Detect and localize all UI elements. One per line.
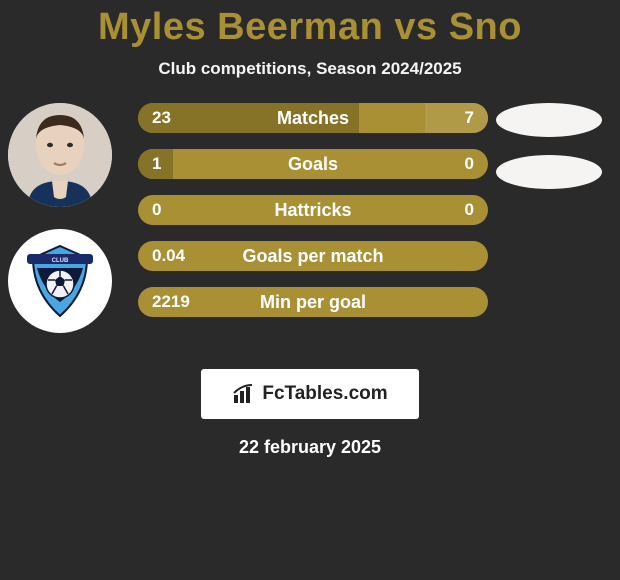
right-ellipse [496,103,602,137]
subtitle: Club competitions, Season 2024/2025 [0,59,620,79]
player-avatar [8,103,112,207]
page-title: Myles Beerman vs Sno [0,6,620,49]
stat-right-value: 7 [465,103,474,133]
club-avatar: CLUB [8,229,112,333]
stat-bar: Goals1 0 [138,149,488,179]
stat-bar: Matches23 7 [138,103,488,133]
stat-left-value: 2219 [152,287,190,317]
stat-left-value: 0.04 [152,241,185,271]
stat-label: Matches [138,103,488,133]
stat-label: Goals [138,149,488,179]
chart-icon [232,383,256,405]
stat-bar: Goals per match0.04 [138,241,488,271]
stat-left-value: 0 [152,195,161,225]
right-ellipse [496,155,602,189]
stat-label: Goals per match [138,241,488,271]
stat-bar: Min per goal2219 [138,287,488,317]
stat-left-value: 23 [152,103,171,133]
stat-left-value: 1 [152,149,161,179]
brand-box: FcTables.com [201,369,419,419]
stat-label: Hattricks [138,195,488,225]
svg-text:CLUB: CLUB [52,258,69,264]
brand-text: FcTables.com [262,383,387,405]
date-text: 22 february 2025 [0,437,620,458]
comparison-panel: CLUB Matches237Goals10Hattricks00Goals p… [0,103,620,363]
stat-right-value: 0 [465,149,474,179]
stat-bar: Hattricks0 0 [138,195,488,225]
stat-label: Min per goal [138,287,488,317]
stat-bars: Matches237Goals10Hattricks00Goals per ma… [138,103,488,333]
stat-right-value: 0 [465,195,474,225]
